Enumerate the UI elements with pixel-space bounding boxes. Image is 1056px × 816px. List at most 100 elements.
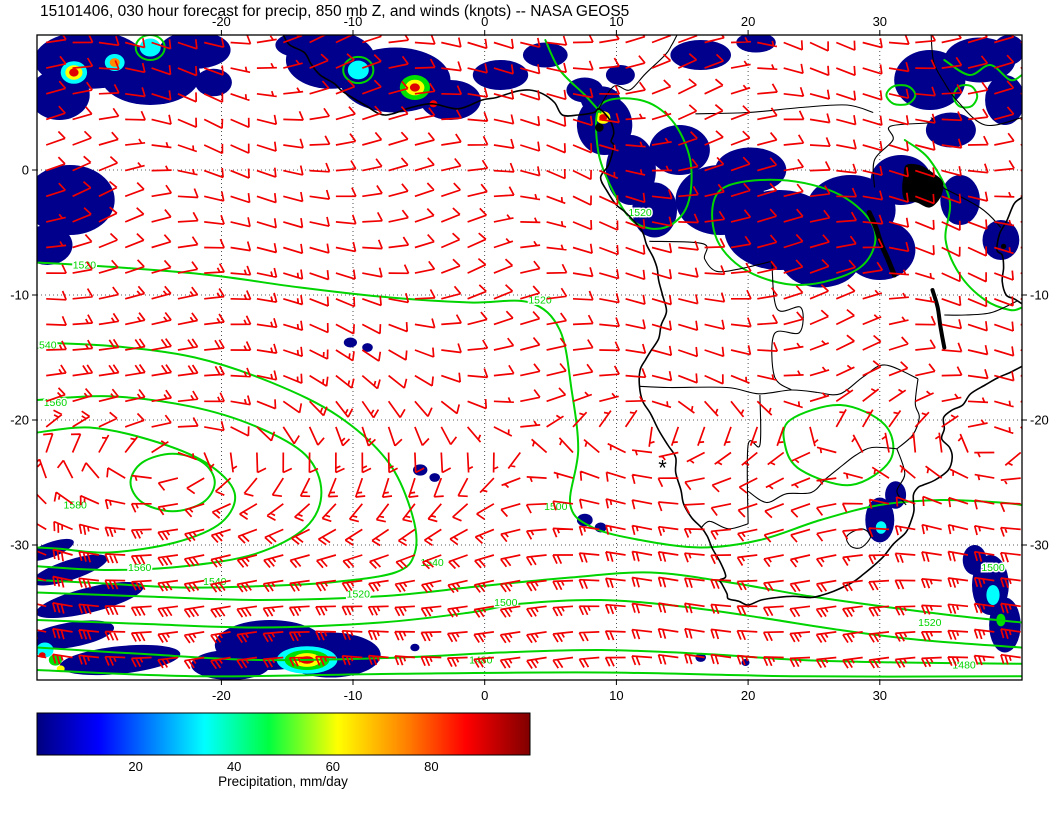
contour-label: 1520 <box>528 295 552 307</box>
country-border <box>896 378 920 450</box>
x-tick-label-top: 10 <box>609 14 623 29</box>
precip-cell <box>986 585 1000 605</box>
precip-cell <box>605 65 635 85</box>
colorbar-tick-label: 20 <box>128 759 142 774</box>
height-contour-1520 <box>37 261 1022 549</box>
country-border <box>845 528 872 549</box>
height-contour-1540 <box>37 341 418 589</box>
x-tick-label-bottom: -20 <box>212 688 231 703</box>
country-borders <box>597 35 1022 549</box>
precip-cell <box>195 68 232 97</box>
lake-malawi <box>930 288 947 350</box>
contour-label: 1480 <box>952 660 976 672</box>
height-contour-1520 <box>37 571 1022 624</box>
precip-cell <box>865 497 895 543</box>
x-tick-label-bottom: 10 <box>609 688 623 703</box>
contour-label: 1520 <box>628 207 652 219</box>
x-tick-label-top: -10 <box>344 14 363 29</box>
x-tick-label-bottom: 30 <box>873 688 887 703</box>
height-contour-1520 <box>885 84 917 106</box>
precip-cell <box>522 42 568 68</box>
height-contour-1520 <box>544 39 602 114</box>
precip-cell <box>159 35 231 69</box>
contour-label: 1500 <box>981 562 1005 574</box>
y-tick-label-left: -10 <box>10 288 29 303</box>
geography-layer <box>282 35 1022 606</box>
contour-label: 1520 <box>918 617 942 629</box>
country-border <box>817 364 919 396</box>
station-marker: * <box>658 456 667 481</box>
height-contour-1520 <box>943 59 1022 82</box>
map-frame <box>36 34 1023 681</box>
precip-cell <box>37 554 108 586</box>
x-tick-label-top: 30 <box>873 14 887 29</box>
height-contour-1520 <box>782 403 895 487</box>
precip-cell <box>342 55 375 85</box>
precip-cell <box>410 643 420 652</box>
country-border <box>930 35 1022 127</box>
country-border <box>597 35 678 111</box>
graticule-layer <box>37 35 1022 680</box>
height-contour-1520 <box>903 139 1022 312</box>
x-tick-label-top: 0 <box>481 14 488 29</box>
precip-cell <box>875 521 887 534</box>
africa-coastline <box>282 35 1022 606</box>
figure-title: 15101406, 030 hour forecast for precip, … <box>40 3 629 20</box>
precip-cell <box>925 112 976 148</box>
y-tick-label-left: -30 <box>10 538 29 553</box>
precip-cell <box>37 620 115 650</box>
precip-cell <box>59 644 181 676</box>
country-border <box>700 520 749 530</box>
contour-label: 1520 <box>73 260 97 272</box>
precip-cell <box>69 68 79 77</box>
height-contour-layer <box>37 39 1022 678</box>
contour-label: 1520 <box>347 588 371 600</box>
colorbar-tick-label: 40 <box>227 759 241 774</box>
precip-cell <box>409 83 420 92</box>
x-tick-label-top: 20 <box>741 14 755 29</box>
y-tick-label-right: -30 <box>1030 538 1049 553</box>
precip-cell <box>576 513 593 527</box>
height-contour-1500 <box>37 598 1022 649</box>
precip-cell <box>993 35 1022 65</box>
axes-layer: -20 -20 -10 -10 0 0 10 10 20 20 30 30 0 -10 -20 -30 -10 -… <box>10 14 1049 703</box>
island <box>595 123 604 132</box>
country-border <box>695 104 874 115</box>
east-africa-coastline <box>996 196 1022 305</box>
height-contour-1580 <box>37 426 237 554</box>
country-border <box>639 385 818 395</box>
precip-cell <box>362 343 373 352</box>
precip-cell <box>343 337 357 348</box>
y-tick-label-left: 0 <box>22 163 29 178</box>
colorbar-label: Precipitation, mm/day <box>218 774 348 789</box>
tick-marks <box>32 30 1027 685</box>
y-tick-label-right: -10 <box>1030 288 1049 303</box>
precip-cell <box>420 80 481 120</box>
precip-cell <box>715 147 787 193</box>
precip-cell <box>985 75 1022 125</box>
precip-cell <box>37 538 74 562</box>
contour-label-layer: 1580156015601540154015401520152015201520… <box>37 206 1006 674</box>
country-border <box>771 261 804 391</box>
contour-label: 1560 <box>128 562 152 574</box>
precip-cell <box>472 60 529 90</box>
x-tick-label-bottom: 20 <box>741 688 755 703</box>
precip-cell <box>429 473 441 482</box>
colorbar-gradient <box>36 712 531 756</box>
precip-cell <box>670 40 731 70</box>
wind-barb-layer <box>37 35 1022 670</box>
x-tick-label-bottom: 0 <box>481 688 488 703</box>
precip-cell <box>347 60 369 80</box>
colorbar-tick-label: 60 <box>326 759 340 774</box>
precip-cell <box>989 597 1021 653</box>
y-tick-label-right: -20 <box>1030 413 1049 428</box>
island <box>1001 243 1007 249</box>
colorbar-tick-label: 80 <box>424 759 438 774</box>
contour-label: 1580 <box>64 500 88 512</box>
precip-cell <box>37 165 115 235</box>
height-contour-1460 <box>37 669 1022 678</box>
x-tick-label-top: -20 <box>212 14 231 29</box>
country-border <box>944 300 1017 316</box>
